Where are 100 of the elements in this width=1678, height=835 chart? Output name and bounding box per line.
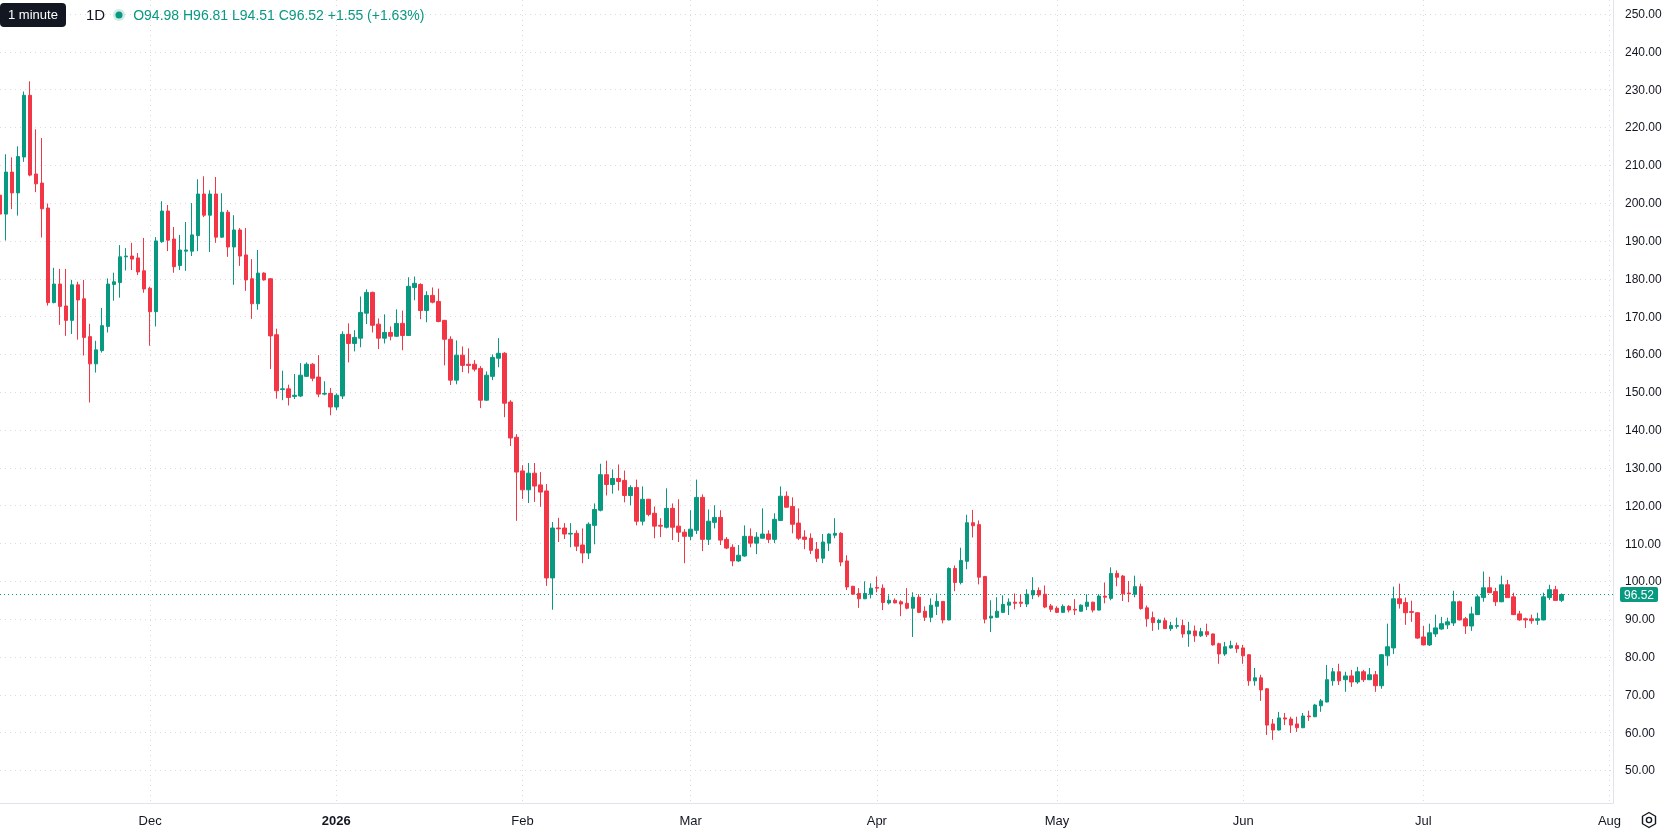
candlestick: [322, 380, 327, 396]
candlestick: [1355, 666, 1360, 685]
candlestick: [166, 204, 170, 252]
candlestick: [52, 267, 56, 304]
candlestick: [1139, 583, 1143, 611]
candlestick: [1079, 603, 1083, 613]
candlestick: [959, 547, 963, 585]
y-tick-label: 130.00: [1625, 460, 1663, 475]
candlestick: [256, 249, 260, 311]
candlestick: [1019, 593, 1023, 608]
y-tick-label: 230.00: [1625, 82, 1663, 97]
candlestick: [280, 370, 285, 401]
candlestick: [1325, 664, 1329, 703]
candlestick: [1169, 621, 1173, 632]
candlestick: [394, 308, 399, 338]
candlestick: [827, 532, 831, 552]
candlestick: [244, 227, 248, 292]
y-tick-label: 200.00: [1625, 196, 1663, 211]
candlestick: [184, 221, 188, 272]
candlestick: [748, 527, 753, 548]
candlestick: [989, 599, 993, 633]
candlestick: [1073, 598, 1077, 616]
candlestick: [1343, 671, 1348, 693]
candlestick: [1337, 663, 1341, 686]
candlestick: [766, 529, 771, 544]
candlestick: [1241, 644, 1245, 665]
candlestick: [953, 564, 957, 592]
candlestick: [875, 575, 879, 593]
candlestick: [1145, 605, 1149, 628]
candlestick: [1295, 716, 1299, 733]
candlestick: [1313, 703, 1317, 718]
candlestick: [1367, 667, 1372, 681]
candlestick: [1271, 718, 1275, 741]
candlestick: [983, 575, 987, 624]
candlestick: [995, 596, 999, 619]
candlestick: [1259, 674, 1263, 702]
candlestick: [1103, 581, 1107, 604]
candlestick: [208, 189, 212, 253]
candlestick: [923, 605, 927, 622]
candlestick: [1199, 627, 1203, 638]
y-tick-label: 210.00: [1625, 158, 1663, 173]
candlestick: [382, 313, 387, 344]
candlestick: [424, 290, 429, 323]
candlestick: [88, 323, 92, 403]
y-tick-label: 190.00: [1625, 233, 1663, 248]
y-tick-label: 90.00: [1625, 612, 1656, 627]
x-tick-label: Dec: [138, 813, 163, 828]
candlestick: [1253, 667, 1257, 687]
candlestick: [262, 271, 266, 282]
x-tick-label: Jul: [1415, 813, 1432, 828]
y-tick-label: 170.00: [1625, 309, 1663, 324]
candlestick: [1181, 619, 1185, 639]
candlestick: [833, 517, 837, 539]
candlestick: [1121, 574, 1125, 602]
candlestick: [929, 597, 933, 623]
candlestick: [1223, 641, 1227, 657]
candlestick: [250, 258, 254, 320]
x-tick-label: 2026: [321, 813, 351, 828]
candlestick: [809, 532, 813, 555]
candlestick: [845, 554, 849, 591]
candlestick: [1361, 669, 1366, 683]
candlestick: [148, 286, 152, 347]
candlestick: [1055, 605, 1059, 614]
candlestick: [124, 247, 128, 271]
candlestick: [1043, 585, 1047, 609]
x-tick-label: May: [1044, 813, 1070, 828]
candlestick: [917, 593, 921, 614]
candlestick: [118, 244, 122, 299]
x-tick-label: Feb: [511, 813, 534, 828]
candlestick: [1115, 569, 1119, 587]
candlestick: [178, 234, 182, 271]
candlestick: [1049, 603, 1053, 613]
candlestick: [1235, 642, 1239, 654]
candlestick: [1349, 669, 1354, 688]
candlestick: [418, 282, 423, 320]
candlestick: [112, 272, 116, 302]
candlestick: [905, 587, 909, 610]
y-tick-label: 80.00: [1625, 650, 1656, 664]
candlestick: [1211, 633, 1215, 647]
candlestick: [388, 325, 393, 341]
candlestick: [4, 153, 8, 242]
candlestick: [899, 599, 903, 617]
x-tick-label: Mar: [679, 813, 703, 828]
candlestick: [46, 202, 50, 307]
candlestick: [977, 519, 981, 585]
candlestick: [10, 156, 14, 210]
candlestick: [1175, 617, 1179, 630]
candlestick: [400, 310, 405, 351]
candlestick: [154, 236, 158, 327]
candlestick: [1163, 617, 1167, 630]
candlestick: [454, 339, 459, 385]
candlestick: [238, 227, 242, 267]
candlestick: [1289, 716, 1293, 734]
candlestick: [1091, 601, 1095, 613]
candlestick: [1205, 623, 1209, 638]
x-tick-label: Apr: [866, 813, 888, 828]
candlestick: [172, 226, 176, 274]
candlestick: [1061, 603, 1065, 614]
ref-line-label: 96.52: [1624, 587, 1655, 602]
candlestick: [1037, 586, 1041, 598]
